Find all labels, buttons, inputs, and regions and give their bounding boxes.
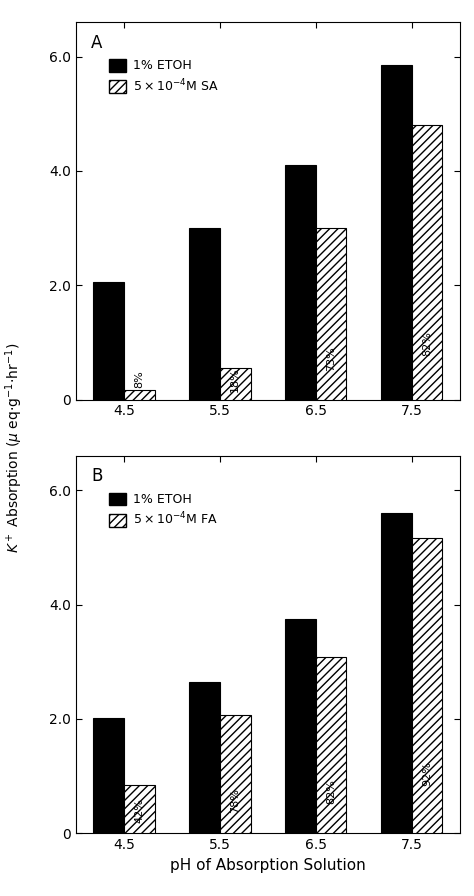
Legend: 1% ETOH, $5\times10^{-4}$M FA: 1% ETOH, $5\times10^{-4}$M FA xyxy=(105,489,221,531)
Bar xyxy=(124,390,155,400)
Text: 82%: 82% xyxy=(422,331,432,356)
Bar xyxy=(189,228,220,400)
Text: A: A xyxy=(91,34,102,52)
Bar xyxy=(381,513,411,833)
Bar xyxy=(189,682,220,833)
Bar xyxy=(285,619,316,833)
Text: 78%: 78% xyxy=(230,788,240,813)
Text: 8%: 8% xyxy=(134,370,144,388)
Bar xyxy=(124,785,155,833)
Bar xyxy=(381,65,411,400)
Text: 92%: 92% xyxy=(422,762,432,786)
Legend: 1% ETOH, $5\times10^{-4}$M SA: 1% ETOH, $5\times10^{-4}$M SA xyxy=(105,55,222,98)
Bar xyxy=(316,228,346,400)
Bar xyxy=(93,718,124,833)
Text: 82%: 82% xyxy=(326,780,336,804)
Text: 73%: 73% xyxy=(326,346,336,371)
Bar xyxy=(285,165,316,400)
Bar xyxy=(220,368,251,400)
Text: 42%: 42% xyxy=(134,798,144,823)
Text: $K^+$ Absorption ($\mu$ eq$\cdot$g$^{-1}$$\cdot$hr$^{-1}$): $K^+$ Absorption ($\mu$ eq$\cdot$g$^{-1}… xyxy=(3,343,25,553)
Text: 18%: 18% xyxy=(230,367,240,392)
Bar xyxy=(411,538,442,833)
Bar xyxy=(411,125,442,400)
X-axis label: pH of Absorption Solution: pH of Absorption Solution xyxy=(170,857,365,873)
Text: B: B xyxy=(91,468,102,486)
Bar xyxy=(220,715,251,833)
Bar xyxy=(316,658,346,833)
Bar xyxy=(93,282,124,400)
